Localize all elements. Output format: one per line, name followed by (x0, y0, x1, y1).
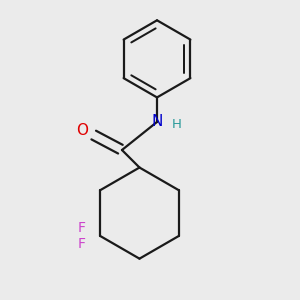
Text: F: F (78, 221, 86, 235)
Text: F: F (78, 237, 86, 250)
Text: N: N (151, 115, 163, 130)
Text: H: H (171, 118, 181, 131)
Text: O: O (76, 122, 88, 137)
